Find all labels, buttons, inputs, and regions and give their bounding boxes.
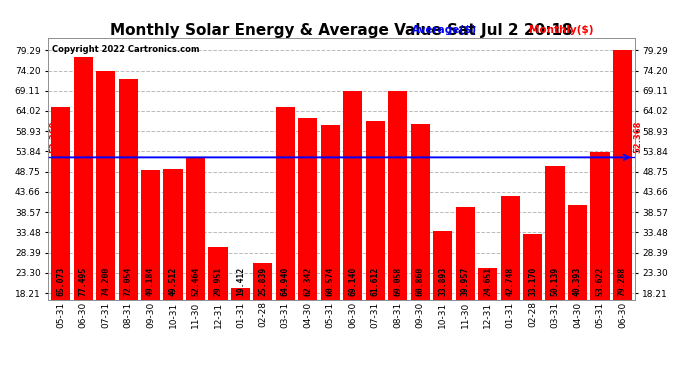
Bar [208,246,228,366]
Text: 61.612: 61.612 [371,267,380,296]
Bar [523,234,542,366]
Text: Monthly($): Monthly($) [529,25,593,35]
Text: 50.139: 50.139 [551,267,560,296]
Text: 77.495: 77.495 [79,267,88,296]
Text: 60.860: 60.860 [415,267,425,296]
Text: 19.412: 19.412 [236,267,245,296]
Bar [276,107,295,366]
Text: 52.368: 52.368 [50,121,59,153]
Bar [546,166,564,366]
Bar [51,107,70,366]
Text: 52.368: 52.368 [633,121,642,153]
Bar [141,170,160,366]
Text: 24.651: 24.651 [483,267,492,296]
Bar [343,91,362,366]
Text: 49.184: 49.184 [146,267,155,296]
Text: 33.893: 33.893 [438,267,447,296]
Text: 65.073: 65.073 [56,267,65,296]
Bar [119,79,137,366]
Text: 79.288: 79.288 [618,267,627,296]
Text: Copyright 2022 Cartronics.com: Copyright 2022 Cartronics.com [52,45,199,54]
Text: 62.342: 62.342 [304,267,313,296]
Text: 64.940: 64.940 [281,267,290,296]
Text: 69.140: 69.140 [348,267,357,296]
Text: 53.622: 53.622 [595,267,604,296]
Text: Average($): Average($) [412,25,477,35]
Text: 49.512: 49.512 [168,267,177,296]
Bar [366,121,385,366]
Bar [321,125,340,366]
Text: 74.200: 74.200 [101,267,110,296]
Text: 40.393: 40.393 [573,267,582,296]
Bar [433,231,452,366]
Text: 42.748: 42.748 [506,267,515,296]
Bar [411,124,430,366]
Bar [568,205,587,366]
Text: 29.951: 29.951 [213,267,222,296]
Bar [74,57,92,366]
Text: 33.170: 33.170 [528,267,537,296]
Bar [455,207,475,366]
Text: 25.839: 25.839 [258,267,268,296]
Bar [164,169,183,366]
Bar [500,196,520,366]
Bar [186,157,205,366]
Bar [96,70,115,366]
Text: 39.957: 39.957 [461,267,470,296]
Bar [388,91,407,366]
Bar [298,118,317,366]
Bar [478,268,497,366]
Text: 69.058: 69.058 [393,267,402,296]
Text: 60.574: 60.574 [326,267,335,296]
Text: 72.054: 72.054 [124,267,132,296]
Bar [613,50,632,366]
Text: 52.464: 52.464 [191,267,200,296]
Bar [253,263,273,366]
Title: Monthly Solar Energy & Average Value Sat Jul 2 20:18: Monthly Solar Energy & Average Value Sat… [110,22,573,38]
Bar [591,152,609,366]
Bar [231,288,250,366]
